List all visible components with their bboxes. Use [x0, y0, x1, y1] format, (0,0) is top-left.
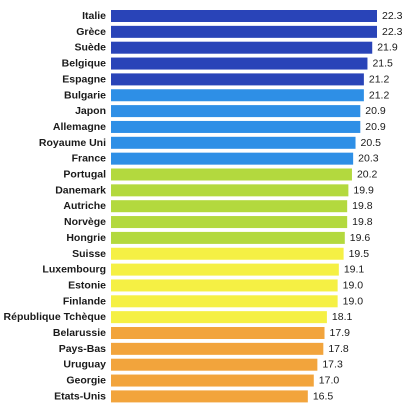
bar	[111, 152, 354, 165]
category-label: Allemagne	[53, 121, 106, 133]
category-label: Portugal	[63, 169, 106, 181]
category-label: Royaume Uni	[39, 137, 106, 149]
bar	[111, 73, 364, 86]
category-label: Japon	[75, 105, 106, 117]
bar	[111, 89, 364, 102]
category-label: Grèce	[76, 26, 106, 38]
value-label: 20.9	[365, 121, 386, 133]
value-label: 17.3	[322, 359, 343, 371]
bar	[111, 184, 349, 197]
category-label: Suède	[74, 42, 106, 54]
bar	[111, 311, 327, 324]
bar	[111, 342, 324, 355]
value-label: 18.1	[332, 311, 353, 323]
bar	[111, 216, 348, 229]
bar	[111, 120, 361, 133]
value-label: 17.9	[330, 327, 351, 339]
value-label: 17.0	[319, 375, 340, 387]
category-label: Estonie	[68, 279, 106, 291]
category-label: Bulgarie	[64, 89, 106, 101]
category-label: Danemark	[55, 184, 106, 196]
bar	[111, 231, 345, 244]
category-label: Luxembourg	[42, 264, 106, 276]
value-label: 19.0	[343, 295, 364, 307]
value-label: 19.1	[344, 264, 365, 276]
category-label: Autriche	[63, 200, 106, 212]
bar	[111, 327, 325, 339]
category-label: Uruguay	[63, 359, 106, 371]
value-label: 19.5	[349, 248, 370, 260]
category-labels: Italie Grèce Suède Belgique Espagne Bulgarie J…	[4, 10, 107, 402]
category-label: Suisse	[72, 248, 106, 260]
value-label: 20.2	[357, 169, 378, 181]
category-label: Etats-Unis	[54, 390, 106, 402]
category-label: Belgique	[62, 58, 106, 70]
value-label: 17.8	[328, 343, 349, 355]
bars	[111, 10, 377, 403]
value-label: 20.5	[361, 137, 382, 149]
bar	[111, 200, 348, 213]
value-label: 19.6	[350, 232, 371, 244]
category-label: Italie	[82, 10, 106, 22]
bar	[111, 358, 318, 371]
value-label: 22.3	[382, 26, 403, 38]
value-label: 19.9	[353, 184, 374, 196]
category-label: Belarussie	[53, 327, 106, 339]
category-label: France	[72, 153, 107, 165]
bar	[111, 41, 373, 54]
value-label: 20.9	[365, 105, 386, 117]
bar	[111, 279, 338, 292]
bar	[111, 374, 314, 387]
value-label: 19.8	[352, 216, 373, 228]
category-label: Finlande	[63, 295, 106, 307]
bar	[111, 295, 338, 308]
value-label: 19.0	[343, 279, 364, 291]
bar	[111, 390, 308, 403]
bar	[111, 247, 344, 260]
bar	[111, 263, 339, 276]
value-label: 21.5	[372, 58, 393, 70]
value-labels: 22.3 22.3 21.9 21.5 21.2 21.2 20.9 20.9 20.5 20.3…	[313, 10, 403, 402]
value-label: 20.3	[358, 153, 379, 165]
bar	[111, 168, 352, 181]
bar	[111, 136, 356, 149]
bar	[111, 10, 377, 22]
category-label: République Tchèque	[4, 311, 107, 323]
category-label: Espagne	[62, 73, 106, 85]
value-label: 16.5	[313, 390, 334, 402]
category-label: Hongrie	[66, 232, 106, 244]
value-label: 22.3	[382, 10, 403, 22]
category-label: Georgie	[66, 375, 106, 387]
bar	[111, 105, 361, 118]
value-label: 19.8	[352, 200, 373, 212]
category-label: Pays-Bas	[59, 343, 106, 355]
value-label: 21.2	[369, 73, 390, 85]
category-label: Norvège	[64, 216, 106, 228]
value-label: 21.9	[377, 42, 398, 54]
bar	[111, 57, 368, 70]
value-label: 21.2	[369, 89, 390, 101]
bar	[111, 25, 377, 38]
